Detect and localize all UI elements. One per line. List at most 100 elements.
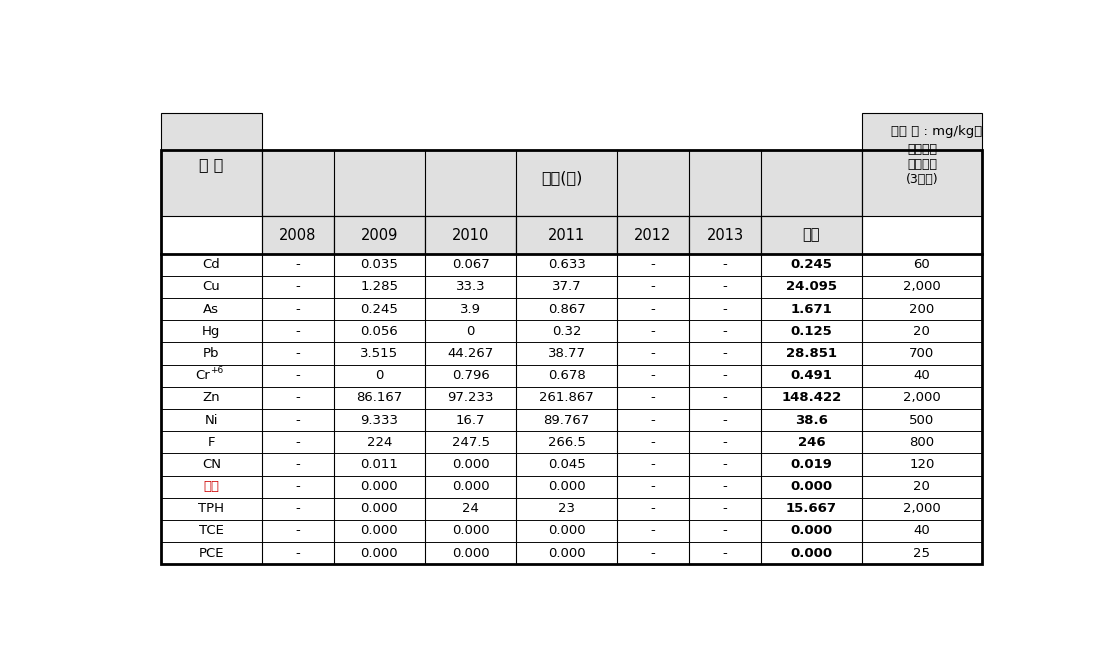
Text: -: - <box>651 391 656 404</box>
Bar <box>689 409 762 431</box>
Bar <box>862 431 982 454</box>
Bar <box>862 387 982 409</box>
Text: 0.245: 0.245 <box>791 259 833 272</box>
Bar <box>617 253 689 276</box>
Bar <box>689 216 762 253</box>
Bar <box>333 409 425 431</box>
Text: -: - <box>723 391 727 404</box>
Bar <box>689 520 762 542</box>
Text: 89.767: 89.767 <box>543 413 590 426</box>
Text: 148.422: 148.422 <box>782 391 842 404</box>
Text: 1.671: 1.671 <box>791 303 832 316</box>
Text: 38.77: 38.77 <box>547 347 585 360</box>
Text: 0.125: 0.125 <box>791 325 832 338</box>
Bar <box>333 454 425 476</box>
Text: -: - <box>651 369 656 382</box>
Text: -: - <box>295 435 300 448</box>
Text: 24.095: 24.095 <box>786 281 837 294</box>
Text: 24: 24 <box>463 502 479 515</box>
Bar <box>762 387 862 409</box>
Text: 0.045: 0.045 <box>547 458 585 471</box>
Bar <box>689 387 762 409</box>
Text: -: - <box>295 281 300 294</box>
Bar <box>161 253 262 276</box>
Text: 261.867: 261.867 <box>540 391 594 404</box>
Text: Ni: Ni <box>205 413 219 426</box>
Text: -: - <box>723 281 727 294</box>
Text: -: - <box>295 524 300 537</box>
Bar <box>262 253 333 276</box>
Bar <box>689 476 762 498</box>
Text: 0.000: 0.000 <box>791 547 833 560</box>
Bar <box>762 476 862 498</box>
Text: Pb: Pb <box>203 347 220 360</box>
Bar <box>617 365 689 387</box>
Text: -: - <box>723 480 727 493</box>
Bar <box>617 520 689 542</box>
Text: -: - <box>723 259 727 272</box>
Text: -: - <box>295 413 300 426</box>
Text: 97.233: 97.233 <box>447 391 494 404</box>
Text: -: - <box>295 502 300 515</box>
Bar <box>425 216 516 253</box>
Text: 구 분: 구 분 <box>200 157 224 172</box>
Bar <box>862 298 982 320</box>
Bar <box>333 498 425 520</box>
Bar <box>262 542 333 564</box>
Text: 15.667: 15.667 <box>786 502 837 515</box>
Text: -: - <box>295 369 300 382</box>
Text: 0: 0 <box>466 325 475 338</box>
Text: 86.167: 86.167 <box>357 391 403 404</box>
Text: 0.867: 0.867 <box>547 303 585 316</box>
Bar <box>262 387 333 409</box>
Text: -: - <box>651 547 656 560</box>
Bar <box>333 253 425 276</box>
Text: 0.633: 0.633 <box>547 259 585 272</box>
Bar <box>689 320 762 342</box>
Text: -: - <box>723 524 727 537</box>
Text: 토양오염
우려기준
(3지역): 토양오염 우려기준 (3지역) <box>905 143 938 186</box>
Text: -: - <box>723 347 727 360</box>
Text: 40: 40 <box>913 369 930 382</box>
Bar <box>762 253 862 276</box>
Text: 0.000: 0.000 <box>360 502 398 515</box>
Bar <box>161 387 262 409</box>
Bar <box>161 454 262 476</box>
Bar <box>862 342 982 365</box>
Text: TPH: TPH <box>198 502 224 515</box>
Bar <box>333 365 425 387</box>
Text: 0.011: 0.011 <box>360 458 398 471</box>
Bar <box>762 542 862 564</box>
Bar <box>425 387 516 409</box>
Bar <box>762 216 862 253</box>
Text: -: - <box>723 369 727 382</box>
Bar <box>425 454 516 476</box>
Bar <box>516 365 617 387</box>
Bar <box>862 498 982 520</box>
Bar <box>161 542 262 564</box>
Text: -: - <box>295 347 300 360</box>
Text: 0.000: 0.000 <box>360 480 398 493</box>
Text: -: - <box>651 303 656 316</box>
Text: +6: +6 <box>211 365 224 375</box>
Text: -: - <box>651 502 656 515</box>
Bar <box>617 476 689 498</box>
Bar <box>333 520 425 542</box>
Bar <box>333 320 425 342</box>
Text: -: - <box>723 435 727 448</box>
Text: Cr: Cr <box>195 369 210 382</box>
Bar <box>516 276 617 298</box>
Bar <box>689 342 762 365</box>
Bar <box>262 276 333 298</box>
Bar <box>689 454 762 476</box>
Bar <box>161 431 262 454</box>
Text: 700: 700 <box>909 347 934 360</box>
Bar <box>333 342 425 365</box>
Text: -: - <box>723 458 727 471</box>
Text: -: - <box>651 524 656 537</box>
Bar <box>425 542 516 564</box>
Text: 16.7: 16.7 <box>456 413 485 426</box>
Bar <box>262 498 333 520</box>
Text: 0.000: 0.000 <box>360 547 398 560</box>
Bar <box>425 320 516 342</box>
